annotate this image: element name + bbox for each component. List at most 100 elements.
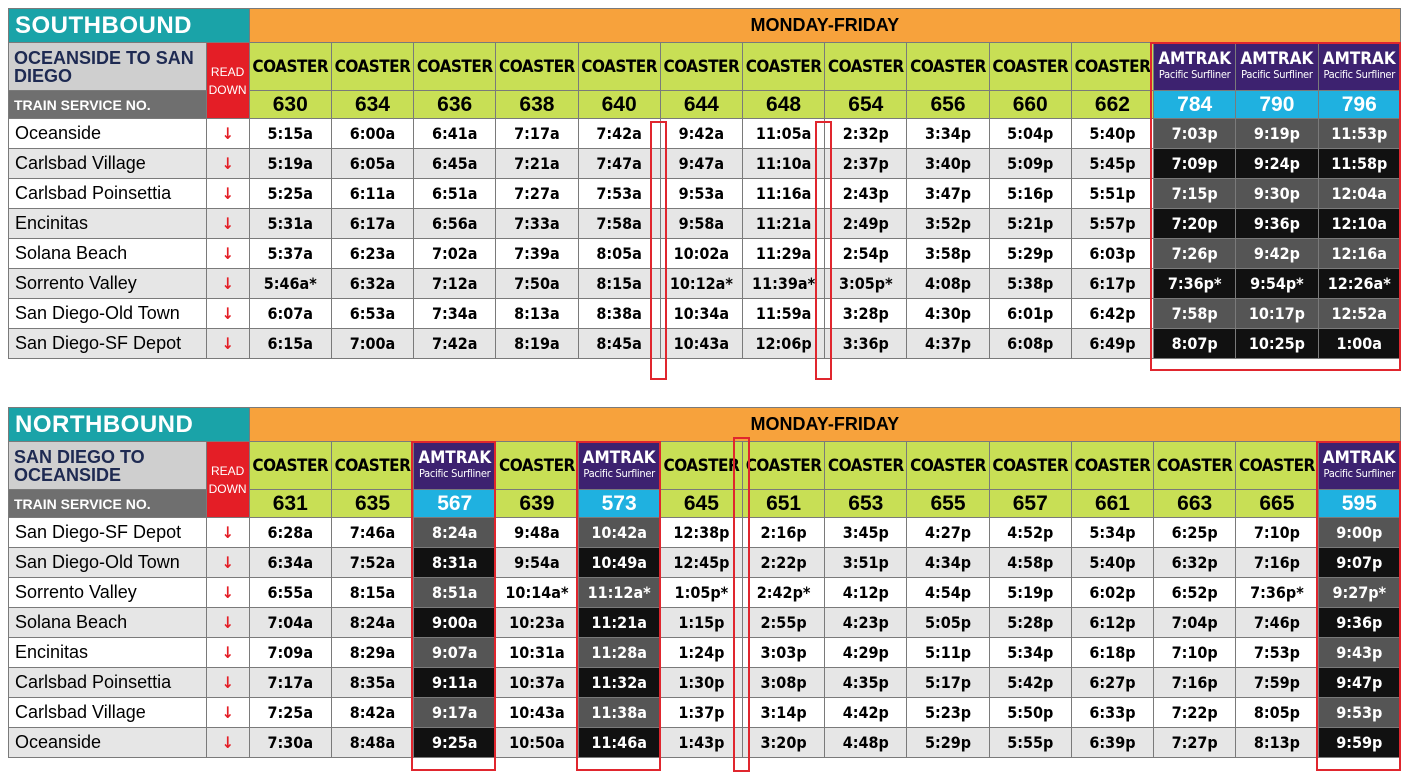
departure-time: 7:22p [1153,697,1237,728]
departure-time: 2:22p [741,547,826,578]
pacific-surfliner-label: Pacific Surfliner [1241,67,1313,81]
train-type-coaster: COASTER [248,441,332,490]
departure-time: 9:11a [413,667,497,698]
departure-time: 11:16a [741,178,826,209]
departure-time: 4:37p [906,328,990,359]
departure-time: 7:16p [1235,547,1319,578]
departure-time: 5:29p [906,727,990,758]
departure-time: 9:43p [1317,637,1402,668]
departure-time: 5:23p [906,697,990,728]
departure-time: 6:39p [1070,727,1155,758]
departure-time: 6:17p [1070,268,1155,299]
departure-time: 5:29p [988,238,1072,269]
departure-time: 3:28p [824,298,908,329]
departure-time: 5:09p [988,148,1072,179]
departure-time: 6:32a [330,268,415,299]
departure-time: 7:34a [413,298,497,329]
train-number: 631 [248,489,332,518]
departure-time: 5:16p [988,178,1072,209]
departure-time: 8:38a [577,298,661,329]
departure-time: 7:09a [248,637,332,668]
departure-time: 6:25p [1153,517,1237,548]
station-row: Encinitas ↓ 5:31a 6:17a 6:56a 7:33a 7:58a 9:58a… [8,208,1401,239]
amtrak-label: AMTRAK [1240,48,1314,69]
departure-time: 7:27a [495,178,579,209]
departure-time: 7:02a [413,238,497,269]
departure-time: 2:43p [824,178,908,209]
departure-time: 7:16p [1153,667,1237,698]
station-name: Oceanside [8,118,207,149]
departure-time: 7:33a [495,208,579,239]
departure-time: 8:31a [413,547,497,578]
train-service-no-label: TRAIN SERVICE NO. [8,90,207,119]
station-row: Carlsbad Poinsettia ↓ 5:25a 6:11a 6:51a 7:27a… [8,178,1401,209]
departure-time: 7:17a [495,118,579,149]
train-type-coaster: COASTER [906,42,990,91]
departure-time: 7:50a [495,268,579,299]
departure-time: 7:17a [248,667,332,698]
departure-time: 7:25a [248,697,332,728]
train-number: 573 [577,489,661,518]
train-type-coaster: COASTER [741,42,826,91]
departure-time: 10:43a [659,328,743,359]
station-name: Sorrento Valley [8,577,207,608]
departure-time: 10:50a [495,727,579,758]
station-name: Oceanside [8,727,207,758]
direction-title: NORTHBOUND [8,407,250,442]
departure-time: 8:51a [413,577,497,608]
pacific-surfliner-label: Pacific Surfliner [418,466,491,480]
train-type-coaster: COASTER [1070,42,1155,91]
departure-time: 6:17a [330,208,415,239]
departure-time: 3:03p [741,637,826,668]
read-down-arrow-icon: ↓ [205,178,250,209]
departure-time: 11:53p [1317,118,1401,149]
departure-time: 9:07p [1317,547,1402,578]
station-row: Carlsbad Village ↓ 5:19a 6:05a 6:45a 7:21a 7:4… [8,148,1401,179]
pacific-surfliner-label: Pacific Surfliner [1323,466,1396,480]
station-row: San Diego-Old Town ↓ 6:34a 7:52a 8:31a 9:54a 1… [8,547,1402,578]
train-type-coaster: COASTER [988,42,1072,91]
departure-time: 8:24a [413,517,497,548]
train-type-coaster: COASTER [824,42,908,91]
departure-time: 10:42a [577,517,661,548]
departure-time: 7:59p [1235,667,1319,698]
train-type-coaster: COASTER [1235,441,1319,490]
departure-time: 4:58p [988,547,1072,578]
departure-time: 3:45p [824,517,908,548]
departure-time: 5:19p [988,577,1072,608]
pacific-surfliner-label: Pacific Surfliner [1158,67,1231,81]
departure-time: 3:47p [906,178,990,209]
departure-time: 1:30p [659,667,743,698]
departure-time: 11:46a [577,727,661,758]
departure-time: 6:33p [1070,697,1155,728]
train-type-coaster: COASTER [988,441,1072,490]
read-down-arrow-icon: ↓ [205,697,250,728]
departure-time: 8:13p [1235,727,1319,758]
departure-time: 12:16a [1317,238,1401,269]
departure-time: 9:48a [495,517,579,548]
departure-time: 4:30p [906,298,990,329]
departure-time: 10:02a [659,238,743,269]
departure-time: 5:51p [1070,178,1155,209]
train-type-coaster: COASTER [906,441,990,490]
departure-time: 11:59a [741,298,826,329]
departure-time: 9:47a [659,148,743,179]
departure-time: 9:53a [659,178,743,209]
departure-time: 10:14a* [495,577,579,608]
departure-time: 9:36p [1235,208,1319,239]
station-name: Carlsbad Poinsettia [8,178,207,209]
amtrak-label: AMTRAK [418,447,492,468]
departure-time: 10:23a [495,607,579,638]
read-down-arrow-icon: ↓ [205,268,250,299]
train-number: 656 [906,90,990,119]
departure-time: 5:28p [988,607,1072,638]
departure-time: 7:04p [1153,607,1237,638]
departure-time: 9:47p [1317,667,1402,698]
read-down-arrow-icon: ↓ [205,118,250,149]
train-number: 645 [659,489,743,518]
departure-time: 9:00a [413,607,497,638]
departure-time: 8:35a [330,667,415,698]
train-number: 639 [495,489,579,518]
station-row: Sorrento Valley ↓ 6:55a 8:15a 8:51a 10:14a* 11… [8,577,1402,608]
days-bar: MONDAY-FRIDAY [248,407,1402,442]
